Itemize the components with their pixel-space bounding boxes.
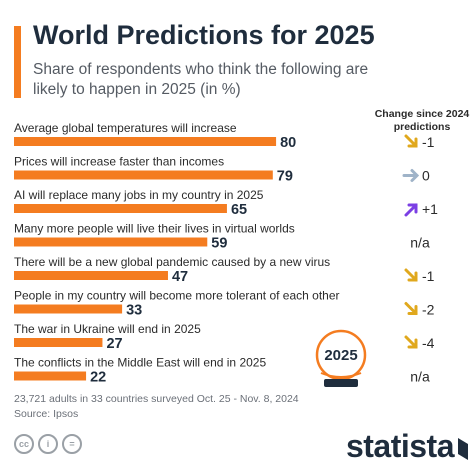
equals-icon[interactable]: = — [62, 434, 82, 454]
arrow-down-right-icon — [404, 268, 418, 282]
change-value: -1 — [422, 134, 435, 150]
title-accent-bar — [14, 26, 21, 98]
bar — [14, 170, 273, 180]
category-label: Average global temperatures will increas… — [14, 121, 237, 135]
category-label: AI will replace many jobs in my country … — [14, 188, 264, 202]
change-column-header: Change since 2024 predictions — [374, 108, 470, 133]
value-label: 59 — [211, 236, 227, 252]
bar — [14, 204, 227, 213]
value-label: 79 — [277, 169, 293, 185]
bar — [14, 371, 87, 381]
value-label: 65 — [231, 202, 247, 218]
attribution-icon[interactable]: i — [38, 434, 58, 454]
change-value: n/a — [410, 235, 430, 251]
category-label: There will be a new global pandemic caus… — [14, 255, 330, 269]
arrow-down-right-icon — [404, 134, 418, 148]
crystal-ball-highlight — [320, 372, 362, 378]
statista-logo-mark — [458, 438, 468, 460]
change-value: -2 — [422, 302, 435, 318]
change-value: +1 — [422, 201, 438, 217]
chart-title: World Predictions for 2025 — [33, 20, 375, 50]
category-label: People in my country will become more to… — [14, 289, 340, 303]
change-value: -1 — [422, 268, 435, 284]
chart-subtitle: Share of respondents who think the follo… — [33, 61, 369, 98]
cc-icon[interactable]: cc — [14, 434, 34, 454]
survey-note: 23,721 adults in 33 countries surveyed O… — [14, 393, 299, 405]
value-label: 27 — [106, 336, 122, 352]
value-label: 47 — [172, 269, 188, 285]
value-label: 80 — [280, 135, 296, 151]
license-icons: cc i = — [14, 434, 82, 454]
statista-logo[interactable]: statista — [345, 428, 455, 464]
footer: cc i = statista — [0, 428, 474, 474]
arrow-right-icon — [402, 169, 420, 182]
category-label: The conflicts in the Middle East will en… — [14, 356, 266, 370]
category-label: Prices will increase faster than incomes — [14, 155, 224, 169]
change-value: n/a — [410, 369, 430, 385]
bar — [14, 237, 208, 247]
crystal-ball-stand — [324, 379, 358, 387]
bar — [14, 271, 168, 280]
bar — [14, 338, 103, 347]
badge-text: 2025 — [324, 347, 357, 364]
value-label: 33 — [126, 303, 142, 319]
category-label: The war in Ukraine will end in 2025 — [14, 322, 201, 336]
change-value: 0 — [422, 168, 430, 184]
category-label: Many more people will live their lives i… — [14, 222, 295, 236]
arrow-up-right-icon — [404, 203, 418, 217]
value-label: 22 — [90, 370, 106, 386]
bar — [14, 304, 123, 314]
change-value: -4 — [422, 335, 435, 351]
arrow-down-right-icon — [404, 335, 418, 349]
arrow-down-right-icon — [404, 302, 418, 315]
source-note: Source: Ipsos — [14, 408, 79, 420]
bar — [14, 137, 277, 146]
